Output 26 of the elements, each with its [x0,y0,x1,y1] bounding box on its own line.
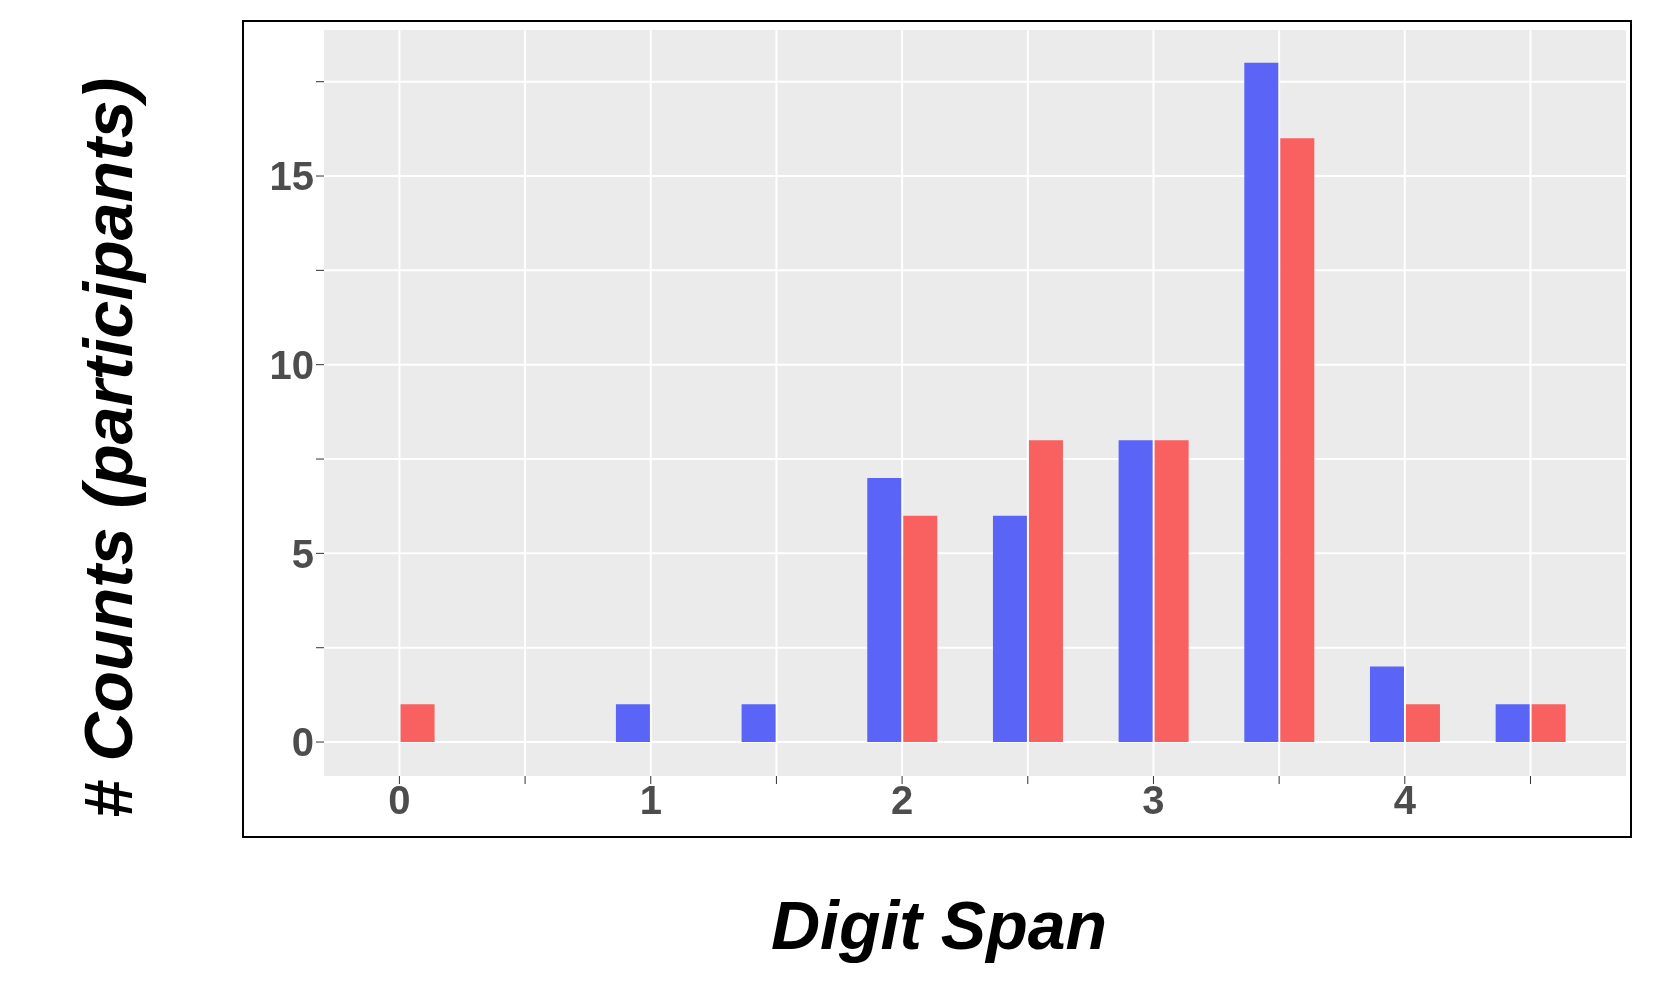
y-axis-title: # Counts (participants) [69,77,147,819]
x-tick-label: 4 [1393,778,1417,823]
y-tick-label: 5 [291,531,314,576]
bar [1405,704,1440,743]
y-tick-label: 15 [269,154,314,199]
bar [1118,440,1153,743]
x-axis-title: Digit Span [769,886,1109,964]
bar [615,704,650,743]
bar [1369,666,1404,743]
y-tick-label: 10 [269,342,314,387]
bar [1280,138,1315,743]
x-tick-label: 1 [639,778,662,823]
bar [1244,62,1279,743]
bar [992,515,1027,743]
bar [1028,440,1063,743]
y-tick-label: 0 [291,720,314,765]
bar [903,515,938,743]
bar [1531,704,1566,743]
x-tick-label: 0 [388,778,411,823]
x-tick-label: 2 [890,778,914,823]
bar [400,704,435,743]
bar [741,704,776,743]
bar [1495,704,1530,743]
bar [1154,440,1189,743]
x-tick-label: 3 [1142,778,1165,823]
bar [867,477,902,743]
